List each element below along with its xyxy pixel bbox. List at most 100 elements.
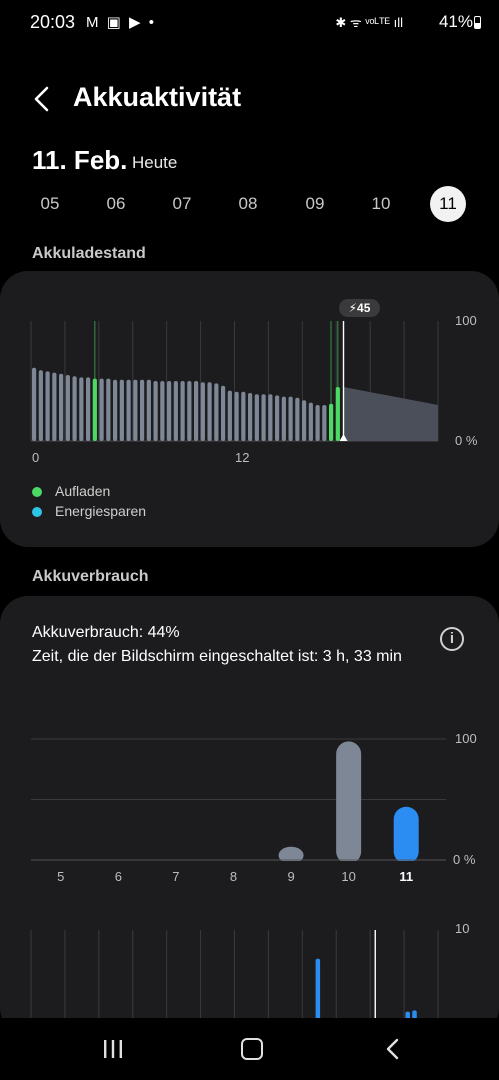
level-bar — [207, 382, 212, 441]
level-bar — [65, 375, 70, 441]
level-bar — [234, 391, 239, 441]
daily-x-label-5: 5 — [57, 869, 64, 884]
daily-x-label-9: 9 — [287, 869, 294, 884]
charging-legend-label: Aufladen — [55, 483, 111, 499]
level-bar — [153, 381, 158, 441]
battery-percent: 41% — [438, 12, 473, 31]
hourly-usage-chart[interactable] — [0, 925, 499, 1018]
daily-y-max: 100 — [455, 731, 477, 746]
home-icon[interactable] — [241, 1038, 263, 1060]
level-bar — [315, 405, 320, 441]
level-bar — [59, 373, 64, 441]
level-bar — [32, 367, 37, 441]
daily-usage-chart[interactable]: 5 6 7 8 9 10 11 — [0, 725, 499, 890]
hourly-bar — [315, 958, 321, 1018]
battery-level-chart[interactable] — [0, 271, 499, 471]
level-bar — [268, 394, 273, 441]
level-x-mid: 12 — [235, 450, 250, 465]
hourly-y-max: 10 — [455, 921, 470, 936]
level-y-min: 0 % — [455, 433, 478, 448]
daily-x-label-8: 8 — [230, 869, 237, 884]
screen-time-text: Zeit, die der Bildschirm eingeschaltet i… — [32, 648, 402, 665]
level-bar — [187, 381, 192, 441]
daily-y-min: 0 % — [453, 852, 476, 867]
level-bar — [308, 402, 313, 441]
navigation-bar — [0, 1018, 499, 1080]
level-bar — [295, 397, 300, 441]
daily-bar-10 — [336, 741, 362, 864]
battery-level-section-title: Akkuladestand — [32, 245, 146, 262]
level-bar — [281, 396, 286, 441]
level-x-start: 0 — [32, 450, 40, 465]
current-level-badge: ⚡45 — [339, 299, 380, 317]
day-11-selected[interactable]: 11 — [430, 186, 466, 222]
notification-icons: M ▣ ▶ • — [86, 14, 156, 31]
level-bar — [113, 379, 118, 441]
selected-date: 11. Feb. — [32, 145, 128, 175]
page-title: Akkuaktivität — [73, 82, 242, 112]
level-bar — [86, 377, 91, 441]
level-bar — [302, 400, 307, 441]
power-saving-legend-label: Energiesparen — [55, 503, 147, 519]
level-bar — [275, 395, 280, 441]
daily-x-label-11: 11 — [399, 869, 413, 884]
daily-baseline-cover — [31, 861, 446, 866]
level-bar — [214, 383, 219, 441]
back-arrow-icon[interactable] — [30, 86, 54, 112]
status-time: 20:03 — [30, 12, 76, 32]
level-bar — [200, 382, 205, 441]
level-bar — [72, 376, 77, 441]
day-09[interactable]: 09 — [305, 194, 325, 213]
daily-x-label-7: 7 — [172, 869, 179, 884]
level-bar — [180, 381, 185, 441]
connectivity-icons: ✱ ᯤ ᵛᵒᴸᵀᴱ ıll — [335, 15, 403, 30]
level-bar — [248, 393, 253, 441]
power-saving-legend-dot — [32, 507, 42, 517]
battery-usage-section-title: Akkuverbrauch — [32, 568, 149, 585]
level-bar — [335, 387, 340, 441]
daily-bar-11 — [393, 806, 419, 864]
day-selector: 05 06 07 08 09 10 11 — [18, 186, 484, 226]
recent-apps-icon[interactable] — [103, 1040, 123, 1058]
level-bar — [261, 394, 266, 441]
level-bar — [106, 378, 111, 441]
level-bar — [194, 381, 199, 441]
info-icon[interactable]: i — [440, 627, 464, 651]
hourly-bar — [412, 1010, 417, 1018]
level-bar — [99, 378, 104, 441]
level-bar — [146, 379, 151, 441]
level-bar — [160, 381, 165, 441]
level-bar — [322, 405, 327, 441]
relative-date-label: Heute — [132, 153, 178, 172]
nav-back-icon[interactable] — [384, 1038, 400, 1060]
day-05[interactable]: 05 — [40, 194, 60, 213]
day-10[interactable]: 10 — [371, 194, 391, 213]
current-level-value: 45 — [357, 301, 371, 315]
daily-x-label-10: 10 — [341, 869, 355, 884]
day-06[interactable]: 06 — [106, 194, 126, 213]
status-bar: 20:03 M ▣ ▶ • ✱ ᯤ ᵛᵒᴸᵀᴱ ıll 41% — [0, 0, 499, 46]
level-bar — [167, 381, 172, 441]
level-bar — [288, 396, 293, 441]
level-bar — [221, 385, 226, 441]
battery-icon — [474, 16, 481, 29]
level-bar — [92, 378, 97, 441]
level-bar — [173, 381, 178, 441]
level-bar — [254, 394, 259, 441]
level-projection — [343, 387, 438, 441]
level-bar — [79, 377, 84, 441]
level-bar — [119, 379, 124, 441]
level-bar — [126, 379, 131, 441]
daily-x-label-6: 6 — [115, 869, 122, 884]
level-bar — [227, 390, 232, 441]
hourly-bar — [405, 1011, 410, 1018]
usage-percent-text: Akkuverbrauch: 44% — [32, 624, 180, 641]
level-bar — [329, 403, 334, 441]
level-bar — [38, 370, 43, 441]
level-bar — [52, 372, 57, 441]
level-bar — [133, 379, 138, 441]
day-08[interactable]: 08 — [238, 194, 258, 213]
day-07[interactable]: 07 — [172, 194, 192, 213]
level-bar — [45, 371, 50, 441]
current-time-marker — [339, 434, 348, 441]
